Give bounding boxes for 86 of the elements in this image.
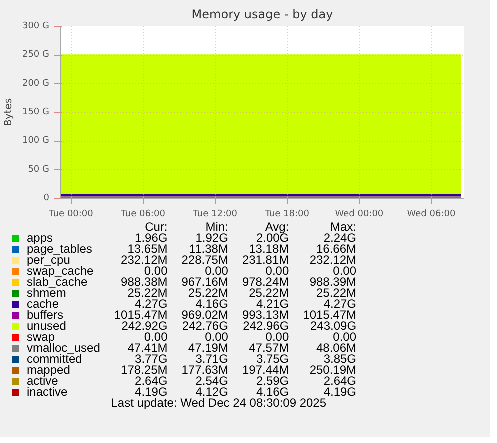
text: 0.00: [333, 330, 357, 344]
text: 2.64G: [324, 374, 357, 388]
chart-title: Memory usage - by day: [192, 8, 334, 22]
text: 0.00: [266, 330, 290, 344]
y-tick-label: 100 G: [22, 136, 50, 146]
text: 4.27G: [135, 297, 168, 311]
text: 969.02M: [180, 308, 228, 322]
text: 4.21G: [256, 297, 290, 311]
legend-label: swap: [26, 330, 56, 344]
text: Cur:: [145, 220, 168, 234]
text: 3.85G: [324, 352, 357, 366]
text: 25.22M: [188, 286, 228, 300]
text: 1.96G: [135, 231, 168, 245]
text: 4.27G: [324, 297, 357, 311]
x-tick-label: Wed 00:00: [335, 210, 384, 220]
x-tick-label: Tue 18:00: [264, 210, 310, 220]
text: 243.09G: [310, 319, 357, 333]
text: 47.57M: [248, 341, 290, 355]
text: Min:: [206, 220, 228, 234]
text: 47.41M: [126, 341, 168, 355]
text: 177.63M: [180, 363, 228, 377]
text: 4.16G: [196, 297, 228, 311]
text: 4.12G: [196, 385, 228, 399]
text: 0.00: [205, 264, 228, 278]
text: 25.22M: [128, 286, 168, 300]
text: 47.19M: [187, 341, 228, 355]
text: Last update: Wed Dec 24 08:30:09 2025: [110, 396, 327, 410]
y-tick-label: 150 G: [22, 108, 50, 118]
text: 2.59G: [256, 374, 290, 388]
text: 0.00: [333, 264, 357, 278]
text: 4.16G: [256, 385, 290, 399]
y-tick-label: 250 G: [22, 50, 50, 60]
text: 1015.47M: [302, 308, 357, 322]
text: 25.22M: [316, 286, 357, 300]
text: 228.75M: [180, 253, 228, 267]
text: 2.24G: [324, 231, 357, 245]
text: 48.06M: [316, 341, 357, 355]
text: 13.18M: [249, 242, 290, 256]
text: 232.12M: [120, 253, 168, 267]
text: 3.75G: [256, 352, 290, 366]
y-axis-title: Bytes: [3, 98, 14, 127]
text: 242.76G: [181, 319, 228, 333]
text: 231.81M: [241, 253, 290, 267]
text: 232.12M: [308, 253, 357, 267]
text: 2.54G: [196, 374, 228, 388]
text: 993.13M: [241, 308, 290, 322]
x-tick-label: Wed 06:00: [407, 210, 456, 220]
text: 967.16M: [180, 275, 228, 289]
text: 988.38M: [120, 275, 168, 289]
text: 178.25M: [120, 363, 168, 377]
text: Avg:: [265, 220, 290, 234]
text: 250.19M: [308, 363, 357, 377]
x-tick-label: Tue 00:00: [48, 210, 94, 220]
legend-label: inactive: [26, 385, 69, 399]
text: 3.71G: [196, 352, 228, 366]
text: 11.38M: [189, 242, 228, 256]
text: 16.66M: [316, 242, 357, 256]
text: 197.44M: [241, 363, 290, 377]
text: 25.22M: [249, 286, 290, 300]
text: 242.96G: [242, 319, 290, 333]
text: 1.92G: [196, 231, 228, 245]
text: 0.00: [266, 264, 290, 278]
legend-label: cache: [26, 297, 60, 311]
y-tick-label: 0: [44, 194, 50, 204]
text: 2.64G: [135, 374, 168, 388]
legend-label: buffers: [26, 308, 64, 322]
legend-label: apps: [26, 231, 54, 245]
text: 4.19G: [324, 385, 357, 399]
x-tick-label: Tue 12:00: [192, 210, 238, 220]
x-tick-label: Tue 06:00: [120, 210, 166, 220]
legend-label: unused: [26, 319, 68, 333]
y-tick-label: 50 G: [28, 164, 50, 175]
text: 0.00: [144, 330, 168, 344]
y-tick-label: 300 G: [22, 22, 50, 32]
text: 4.19G: [134, 385, 168, 399]
text: 13.65M: [128, 242, 168, 256]
text: 3.77G: [135, 352, 168, 366]
y-tick-label: 200 G: [22, 78, 50, 89]
text: 1015.47M: [113, 308, 168, 322]
text: 978.24M: [241, 275, 290, 289]
text: Max:: [330, 220, 357, 234]
legend-label: mapped: [26, 363, 70, 377]
text: 0.00: [144, 264, 168, 278]
text: 988.39M: [308, 275, 357, 289]
text: 242.92G: [122, 319, 168, 333]
text: 0.00: [205, 330, 228, 344]
